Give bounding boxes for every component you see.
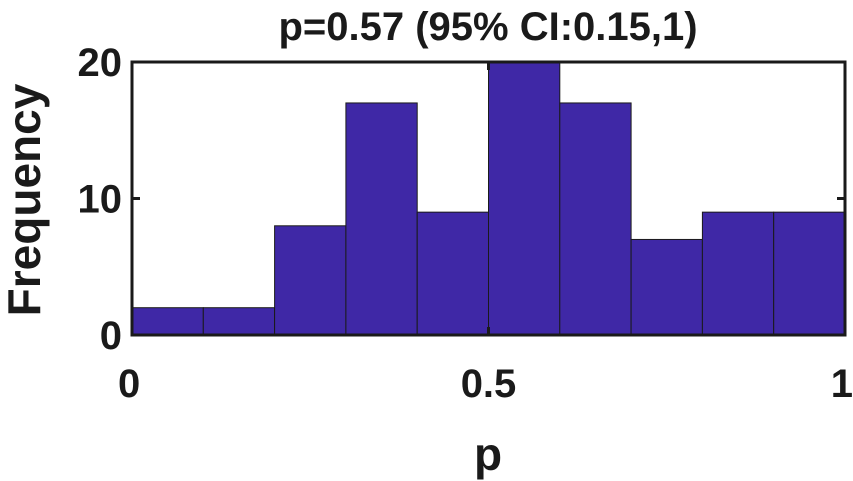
- chart-title: p=0.57 (95% CI:0.15,1): [278, 5, 697, 49]
- y-axis-label: Frequency: [0, 83, 50, 316]
- histogram-bar: [559, 102, 632, 336]
- y-tick-label: 20: [78, 41, 123, 85]
- x-axis-label: p: [474, 428, 502, 480]
- histogram-bar: [345, 102, 418, 336]
- y-tick-label: 0: [100, 314, 122, 358]
- x-tick-label: 0.5: [461, 362, 517, 406]
- histogram-bar: [488, 61, 561, 336]
- y-tick-label: 10: [78, 178, 123, 222]
- histogram-bar: [630, 238, 703, 336]
- histogram-bar: [773, 211, 846, 336]
- histogram-bar: [701, 211, 775, 336]
- x-tick-label: 1: [831, 362, 853, 406]
- histogram-bar: [416, 211, 490, 336]
- histogram-bar: [202, 307, 276, 336]
- histogram-bar: [274, 225, 347, 336]
- bars-group: [131, 61, 846, 336]
- histogram-bar: [131, 307, 204, 336]
- x-tick-label: 0: [118, 362, 140, 406]
